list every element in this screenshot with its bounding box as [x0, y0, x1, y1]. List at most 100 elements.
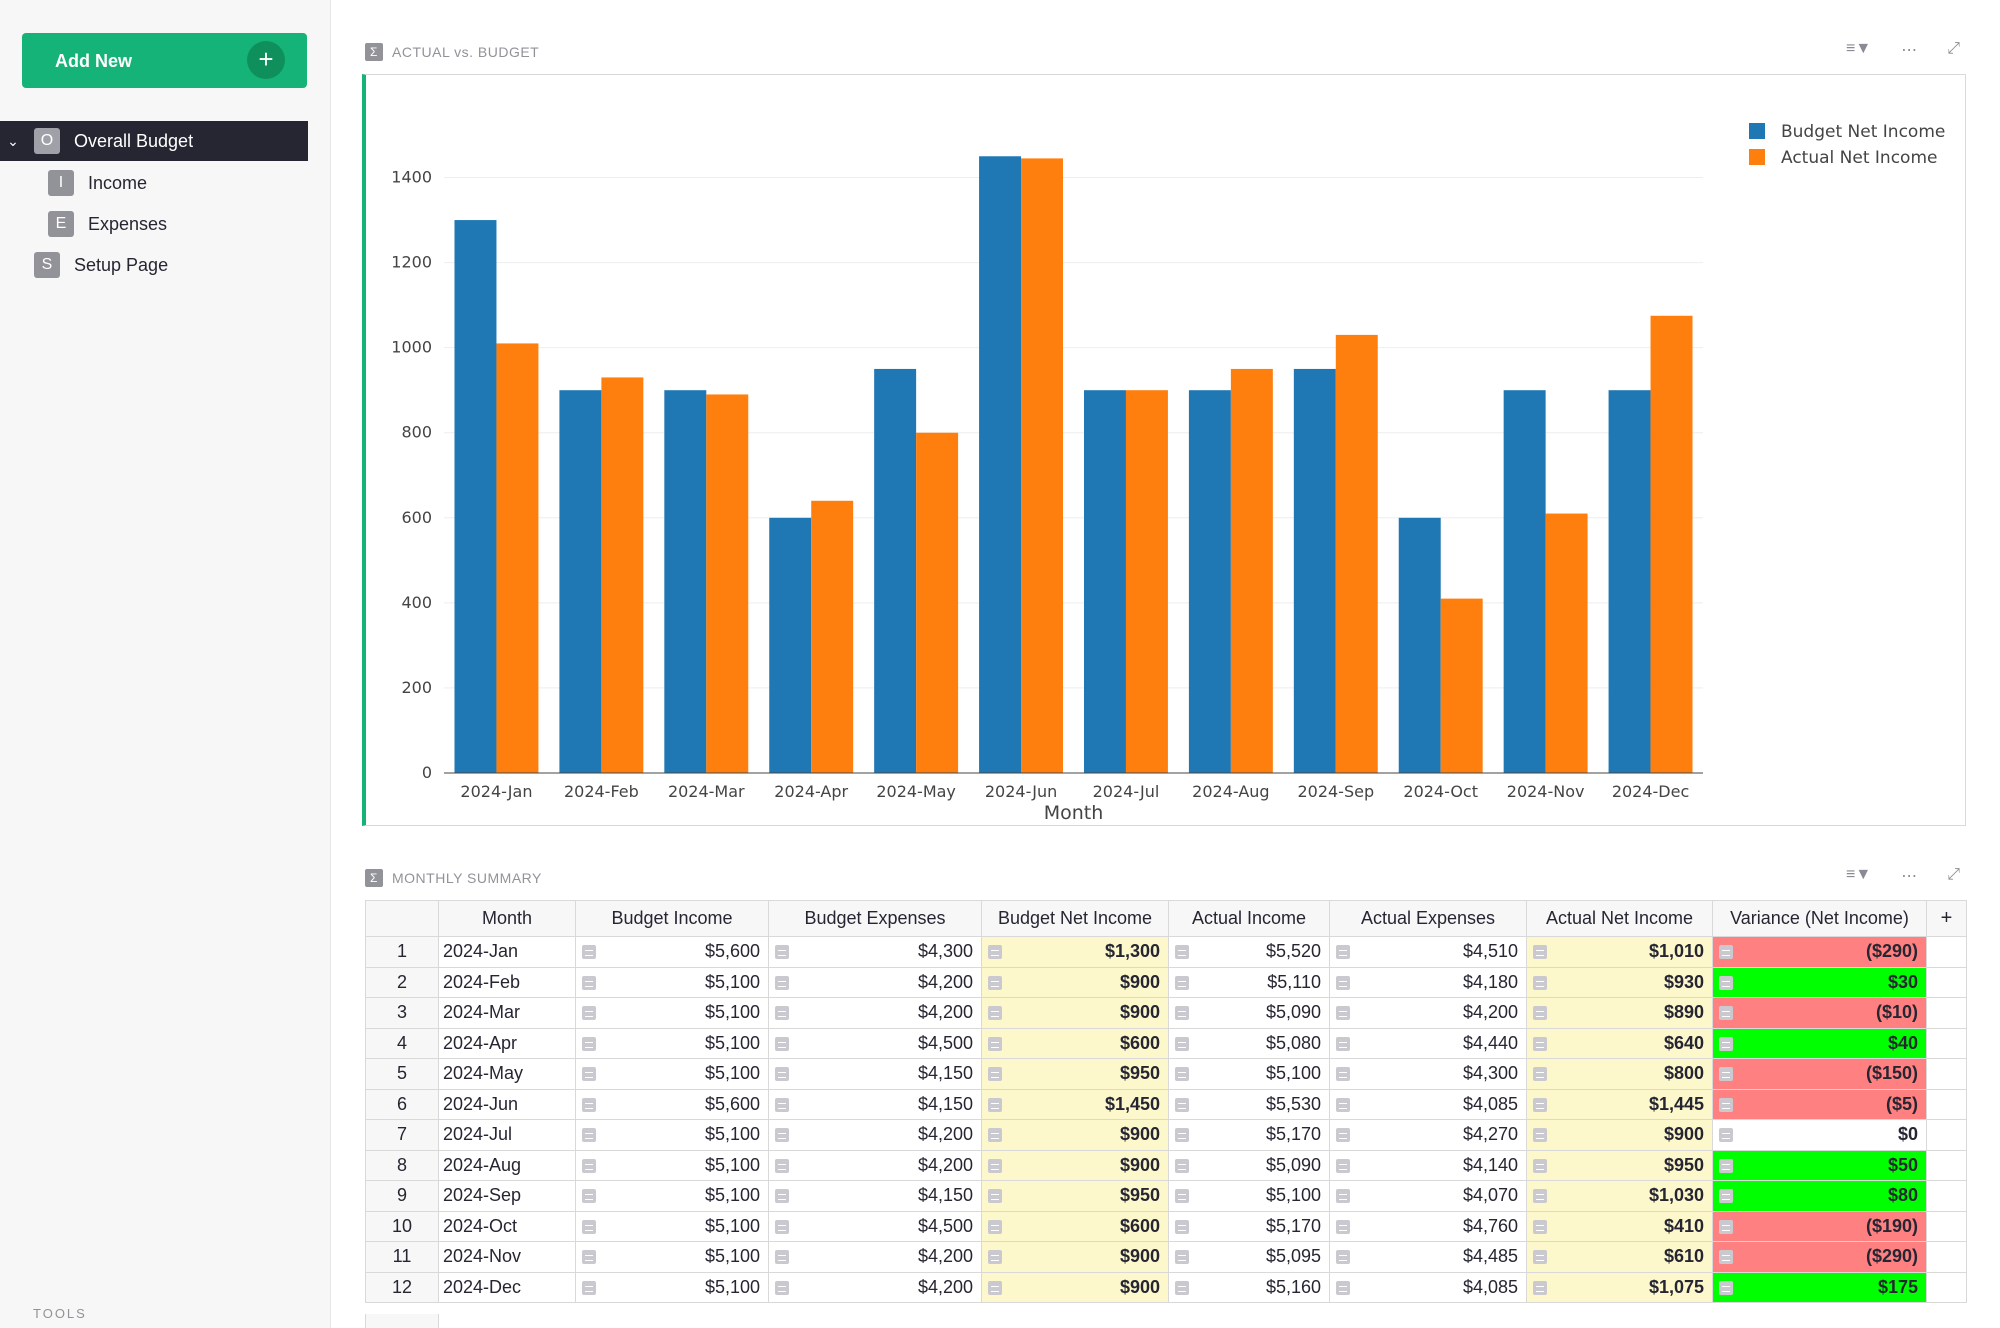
cell-variance[interactable]: ($190) — [1712, 1210, 1927, 1242]
cell-budget-net-income[interactable]: $900 — [981, 1149, 1169, 1181]
cell-actual-net-income[interactable]: $1,075 — [1526, 1271, 1713, 1303]
table-row[interactable]: 3 2024-Mar $5,100 $4,200 $900 $5,090 $4,200 $89… — [365, 997, 1967, 1029]
chevron-down-icon[interactable]: ⌄ — [7, 132, 19, 149]
table-row[interactable]: 5 2024-May $5,100 $4,150 $950 $5,100 $4,300 $80… — [365, 1058, 1967, 1090]
cell-variance[interactable]: $40 — [1712, 1027, 1927, 1059]
cell-actual-net-income[interactable]: $610 — [1526, 1241, 1713, 1273]
cell-month[interactable]: 2024-Jan — [438, 936, 576, 968]
row-number[interactable]: 10 — [365, 1210, 439, 1242]
table-row[interactable]: 10 2024-Oct $5,100 $4,500 $600 $5,170 $4,760 $4… — [365, 1210, 1967, 1242]
cell-actual-net-income[interactable]: $800 — [1526, 1058, 1713, 1090]
row-number[interactable]: 5 — [365, 1058, 439, 1090]
cell-variance[interactable]: $30 — [1712, 966, 1927, 998]
expand-icon[interactable]: ⤢ — [1947, 40, 1960, 57]
empty-cell[interactable] — [1926, 1149, 1967, 1181]
cell-variance[interactable]: ($10) — [1712, 997, 1927, 1029]
chart-container[interactable]: 0 200 400 600 800 1000 1200 1400 2024-Jan 2024-Fe… — [362, 74, 1966, 826]
table-row[interactable]: 1 2024-Jan $5,600 $4,300 $1,300 $5,520 $4,510 $… — [365, 936, 1967, 968]
cell-budget-net-income[interactable]: $1,450 — [981, 1088, 1169, 1120]
cell-budget-income[interactable]: $5,100 — [575, 1180, 769, 1212]
cell-actual-income[interactable]: $5,100 — [1168, 1058, 1330, 1090]
row-number[interactable]: 1 — [365, 936, 439, 968]
column-header-budget-income[interactable]: Budget Income — [575, 900, 769, 937]
empty-cell[interactable] — [1926, 966, 1967, 998]
empty-cell[interactable] — [1926, 936, 1967, 968]
cell-actual-expenses[interactable]: $4,270 — [1329, 1119, 1527, 1151]
row-number[interactable]: 2 — [365, 966, 439, 998]
table-row[interactable]: 4 2024-Apr $5,100 $4,500 $600 $5,080 $4,440 $64… — [365, 1027, 1967, 1059]
sort-filter-icon[interactable]: ≡▼ — [1846, 866, 1872, 883]
cell-actual-income[interactable]: $5,530 — [1168, 1088, 1330, 1120]
cell-actual-expenses[interactable]: $4,070 — [1329, 1180, 1527, 1212]
empty-cell[interactable] — [1926, 1027, 1967, 1059]
table-row[interactable]: 7 2024-Jul $5,100 $4,200 $900 $5,170 $4,270 $90… — [365, 1119, 1967, 1151]
cell-actual-expenses[interactable]: $4,085 — [1329, 1271, 1527, 1303]
table-row[interactable]: 12 2024-Dec $5,100 $4,200 $900 $5,160 $4,085 $1… — [365, 1271, 1967, 1303]
cell-budget-net-income[interactable]: $900 — [981, 997, 1169, 1029]
cell-month[interactable]: 2024-Sep — [438, 1180, 576, 1212]
cell-actual-income[interactable]: $5,090 — [1168, 1149, 1330, 1181]
cell-budget-income[interactable]: $5,100 — [575, 1119, 769, 1151]
cell-actual-income[interactable]: $5,170 — [1168, 1119, 1330, 1151]
row-number[interactable]: 6 — [365, 1088, 439, 1120]
cell-actual-income[interactable]: $5,160 — [1168, 1271, 1330, 1303]
cell-budget-expenses[interactable]: $4,200 — [768, 966, 982, 998]
cell-budget-income[interactable]: $5,600 — [575, 936, 769, 968]
expand-icon[interactable]: ⤢ — [1947, 866, 1960, 883]
cell-budget-expenses[interactable]: $4,500 — [768, 1210, 982, 1242]
cell-budget-income[interactable]: $5,100 — [575, 1241, 769, 1273]
cell-month[interactable]: 2024-Nov — [438, 1241, 576, 1273]
cell-actual-expenses[interactable]: $4,510 — [1329, 936, 1527, 968]
table-row[interactable]: 11 2024-Nov $5,100 $4,200 $900 $5,095 $4,485 $6… — [365, 1241, 1967, 1273]
cell-budget-income[interactable]: $5,100 — [575, 1210, 769, 1242]
cell-budget-expenses[interactable]: $4,150 — [768, 1180, 982, 1212]
cell-budget-income[interactable]: $5,100 — [575, 1149, 769, 1181]
empty-cell[interactable] — [1926, 1119, 1967, 1151]
cell-budget-expenses[interactable]: $4,150 — [768, 1088, 982, 1120]
cell-actual-income[interactable]: $5,520 — [1168, 936, 1330, 968]
cell-actual-income[interactable]: $5,170 — [1168, 1210, 1330, 1242]
cell-actual-net-income[interactable]: $890 — [1526, 997, 1713, 1029]
cell-budget-expenses[interactable]: $4,200 — [768, 997, 982, 1029]
cell-actual-expenses[interactable]: $4,485 — [1329, 1241, 1527, 1273]
row-number[interactable]: 7 — [365, 1119, 439, 1151]
cell-actual-net-income[interactable]: $1,030 — [1526, 1180, 1713, 1212]
cell-actual-net-income[interactable]: $950 — [1526, 1149, 1713, 1181]
page-item-income[interactable]: I Income — [48, 163, 308, 203]
cell-actual-income[interactable]: $5,100 — [1168, 1180, 1330, 1212]
empty-cell[interactable] — [1926, 1241, 1967, 1273]
empty-cell[interactable] — [1926, 997, 1967, 1029]
cell-month[interactable]: 2024-Apr — [438, 1027, 576, 1059]
cell-actual-income[interactable]: $5,110 — [1168, 966, 1330, 998]
cell-month[interactable]: 2024-May — [438, 1058, 576, 1090]
cell-budget-net-income[interactable]: $950 — [981, 1058, 1169, 1090]
cell-variance[interactable]: ($290) — [1712, 1241, 1927, 1273]
column-header-actual-expenses[interactable]: Actual Expenses — [1329, 900, 1527, 937]
cell-variance[interactable]: $0 — [1712, 1119, 1927, 1151]
column-header-budget-net-income[interactable]: Budget Net Income — [981, 900, 1169, 937]
column-header-month[interactable]: Month — [438, 900, 576, 937]
cell-actual-net-income[interactable]: $900 — [1526, 1119, 1713, 1151]
cell-budget-expenses[interactable]: $4,150 — [768, 1058, 982, 1090]
cell-variance[interactable]: $50 — [1712, 1149, 1927, 1181]
cell-actual-expenses[interactable]: $4,180 — [1329, 966, 1527, 998]
cell-actual-net-income[interactable]: $1,445 — [1526, 1088, 1713, 1120]
column-header-variance[interactable]: Variance (Net Income) — [1712, 900, 1927, 937]
cell-actual-net-income[interactable]: $1,010 — [1526, 936, 1713, 968]
cell-actual-income[interactable]: $5,090 — [1168, 997, 1330, 1029]
cell-actual-expenses[interactable]: $4,760 — [1329, 1210, 1527, 1242]
row-number[interactable]: 11 — [365, 1241, 439, 1273]
empty-cell[interactable] — [1926, 1058, 1967, 1090]
cell-budget-net-income[interactable]: $900 — [981, 1271, 1169, 1303]
row-number[interactable]: 8 — [365, 1149, 439, 1181]
table-row[interactable]: 6 2024-Jun $5,600 $4,150 $1,450 $5,530 $4,085 $… — [365, 1088, 1967, 1120]
cell-budget-net-income[interactable]: $600 — [981, 1027, 1169, 1059]
cell-actual-expenses[interactable]: $4,200 — [1329, 997, 1527, 1029]
cell-budget-net-income[interactable]: $900 — [981, 966, 1169, 998]
cell-variance[interactable]: $80 — [1712, 1180, 1927, 1212]
cell-actual-expenses[interactable]: $4,140 — [1329, 1149, 1527, 1181]
cell-actual-net-income[interactable]: $930 — [1526, 966, 1713, 998]
empty-cell[interactable] — [1926, 1180, 1967, 1212]
cell-budget-income[interactable]: $5,100 — [575, 966, 769, 998]
row-number[interactable]: 3 — [365, 997, 439, 1029]
